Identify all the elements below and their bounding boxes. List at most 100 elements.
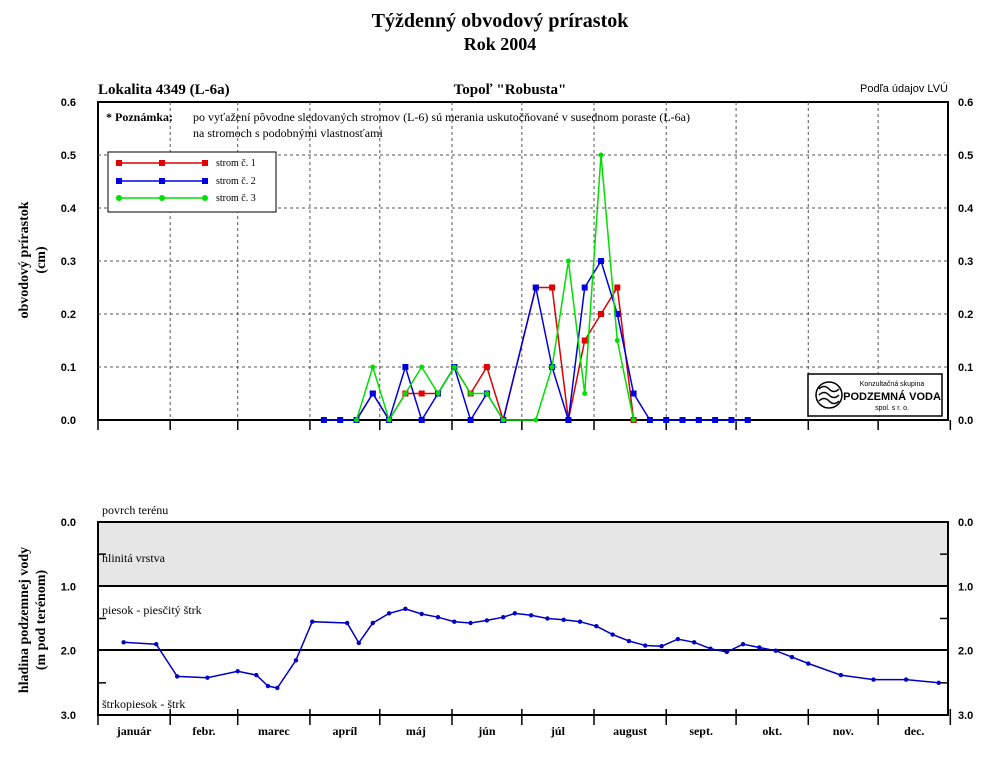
groundwater-point: [512, 611, 518, 616]
groundwater-point: [773, 648, 778, 653]
groundwater-point: [610, 632, 615, 637]
legend-marker-1b: [159, 160, 165, 166]
month-label: júl: [550, 724, 566, 738]
bottom-series-group: [121, 606, 941, 691]
layer-label-clay: hlinitá vrstva: [102, 551, 166, 565]
groundwater-point: [174, 674, 180, 679]
series-3-point: [435, 391, 441, 396]
logo-box: [807, 373, 943, 417]
groundwater-point: [435, 615, 441, 620]
groundwater-point: [806, 661, 811, 666]
layer-label-gravel: štrkopiesok - štrk: [102, 697, 185, 711]
series-2-point: [320, 417, 327, 423]
series-3-point: [500, 417, 506, 423]
bottom-y-tick-right: 0.0: [958, 517, 973, 529]
groundwater-point: [484, 618, 490, 623]
series-2-point: [467, 417, 474, 423]
series-3-point: [533, 417, 539, 423]
top-y-tick-left: 0.0: [61, 415, 76, 427]
groundwater-point: [275, 685, 280, 691]
groundwater-point: [659, 643, 664, 649]
top-chart: 0.0 0.0 0.1 0.1 0.2 0.2 0.3 0.3 0.4 0.4 0.5 0.5 0.6 0…: [61, 97, 974, 430]
series-2-point: [646, 417, 653, 423]
series-2-point: [418, 417, 425, 423]
groundwater-point: [501, 615, 506, 620]
top-y-axis-title-2: (cm): [34, 246, 49, 274]
month-label: dec.: [904, 724, 924, 738]
groundwater-point: [675, 636, 681, 642]
series-3-point: [451, 364, 457, 370]
bottom-y-tick-left: 1.0: [61, 581, 76, 593]
bottom-y-tick-left: 0.0: [61, 517, 76, 529]
top-series-group: [320, 152, 751, 423]
month-label: január: [116, 724, 152, 738]
top-y-tick-left: 0.4: [61, 203, 77, 215]
groundwater-point: [594, 624, 599, 629]
groundwater-point: [789, 654, 795, 660]
groundwater-point: [356, 640, 362, 646]
groundwater-point: [344, 620, 350, 626]
top-y-tick-right: 0.4: [958, 203, 974, 215]
groundwater-point: [528, 613, 534, 618]
bottom-chart: povrch terénu hlinitá vrstva piesok - pi…: [61, 503, 974, 738]
series-3-point: [549, 364, 555, 370]
series-2-point: [630, 390, 637, 397]
month-label: jún: [477, 724, 496, 738]
groundwater-point: [577, 619, 583, 624]
species-label: Topoľ "Robusta": [454, 82, 567, 98]
top-y-axis-title-1: obvodový prírastok: [17, 201, 32, 318]
series-line-1: [355, 285, 635, 423]
month-label: máj: [406, 724, 426, 738]
series-1-point: [614, 284, 621, 291]
series-1-point: [581, 337, 588, 344]
top-y-tick-left: 0.6: [61, 97, 76, 109]
groundwater-point: [419, 611, 424, 617]
groundwater-point: [724, 649, 729, 655]
chart-subtitle: Rok 2004: [464, 34, 537, 54]
series-3-point: [565, 258, 571, 264]
groundwater-point: [936, 680, 941, 686]
groundwater-point: [903, 677, 909, 682]
series-3-point: [631, 417, 637, 423]
logo-line-1: Konzultačná skupina: [860, 381, 925, 388]
month-labels: január febr. marec apríl máj jún júl august sept…: [116, 724, 925, 738]
series-2-point: [565, 417, 572, 423]
groundwater-point: [545, 616, 550, 621]
groundwater-point: [468, 620, 473, 626]
series-3-point: [386, 417, 392, 423]
series-3-point: [484, 391, 490, 396]
groundwater-point: [561, 617, 566, 622]
groundwater-point: [205, 675, 210, 680]
series-3-point: [419, 364, 425, 370]
bottom-y-tick-left: 2.0: [61, 646, 76, 658]
groundwater-point: [254, 672, 259, 678]
bottom-y-axis-title-1: hladina podzemnej vody: [17, 547, 32, 693]
series-1-point: [483, 364, 490, 370]
clay-layer-band: [98, 522, 948, 586]
top-y-tick-right: 0.0: [958, 415, 973, 427]
groundwater-line: [123, 608, 939, 689]
month-label: okt.: [762, 724, 782, 738]
legend-marker-1c: [202, 160, 208, 166]
logo-line-2: PODZEMNÁ VODA: [843, 390, 941, 403]
location-label: Lokalita 4349 (L-6a): [98, 82, 230, 98]
legend-marker-3b: [159, 195, 165, 201]
groundwater-point: [154, 642, 159, 647]
top-y-tick-left: 0.5: [61, 150, 76, 162]
groundwater-point: [691, 640, 697, 645]
series-2-point: [337, 417, 344, 423]
logo-line-3: spol. s r. o.: [875, 405, 909, 412]
note-label: * Poznámka:: [106, 110, 173, 124]
groundwater-point: [386, 611, 392, 616]
bottom-y-axis-title-2: (m pod terénom): [34, 570, 49, 671]
month-label: sept.: [689, 724, 713, 738]
series-3-point: [402, 391, 408, 396]
month-label: febr.: [192, 724, 215, 738]
groundwater-point: [708, 646, 713, 651]
legend-marker-1: [116, 160, 122, 166]
layer-label-sand: piesok - piesčitý štrk: [102, 603, 202, 617]
legend-marker-3c: [202, 195, 208, 201]
month-label: marec: [258, 724, 290, 738]
groundwater-point: [293, 658, 299, 663]
series-2-point: [598, 258, 605, 264]
